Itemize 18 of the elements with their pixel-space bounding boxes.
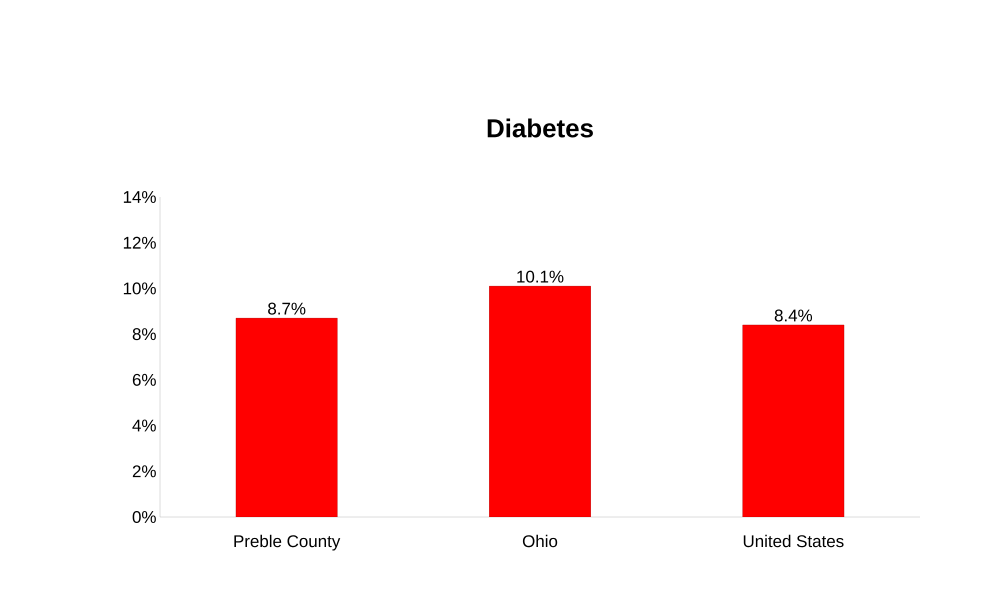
y-tick-label: 0% <box>132 511 156 523</box>
y-tick-label: 10% <box>124 282 156 294</box>
x-tick-label: United States <box>744 534 844 548</box>
y-tick-label: 8% <box>132 328 156 340</box>
x-tick-label: Preble County <box>234 534 340 551</box>
x-tick-label: Ohio <box>522 534 558 548</box>
y-tick-label: 12% <box>124 236 156 249</box>
bar <box>742 324 844 517</box>
data-label: 8.4% <box>774 309 812 322</box>
data-label: 10.1% <box>517 270 564 283</box>
y-tick-label: 2% <box>132 465 156 478</box>
chart-title: Diabetes <box>488 118 593 138</box>
y-tick-label: 14% <box>124 191 156 203</box>
bar <box>236 318 338 517</box>
bar <box>489 286 591 517</box>
data-label: 8.7% <box>268 302 306 315</box>
y-tick-label: 4% <box>132 420 156 432</box>
y-tick-label: 6% <box>132 374 156 386</box>
